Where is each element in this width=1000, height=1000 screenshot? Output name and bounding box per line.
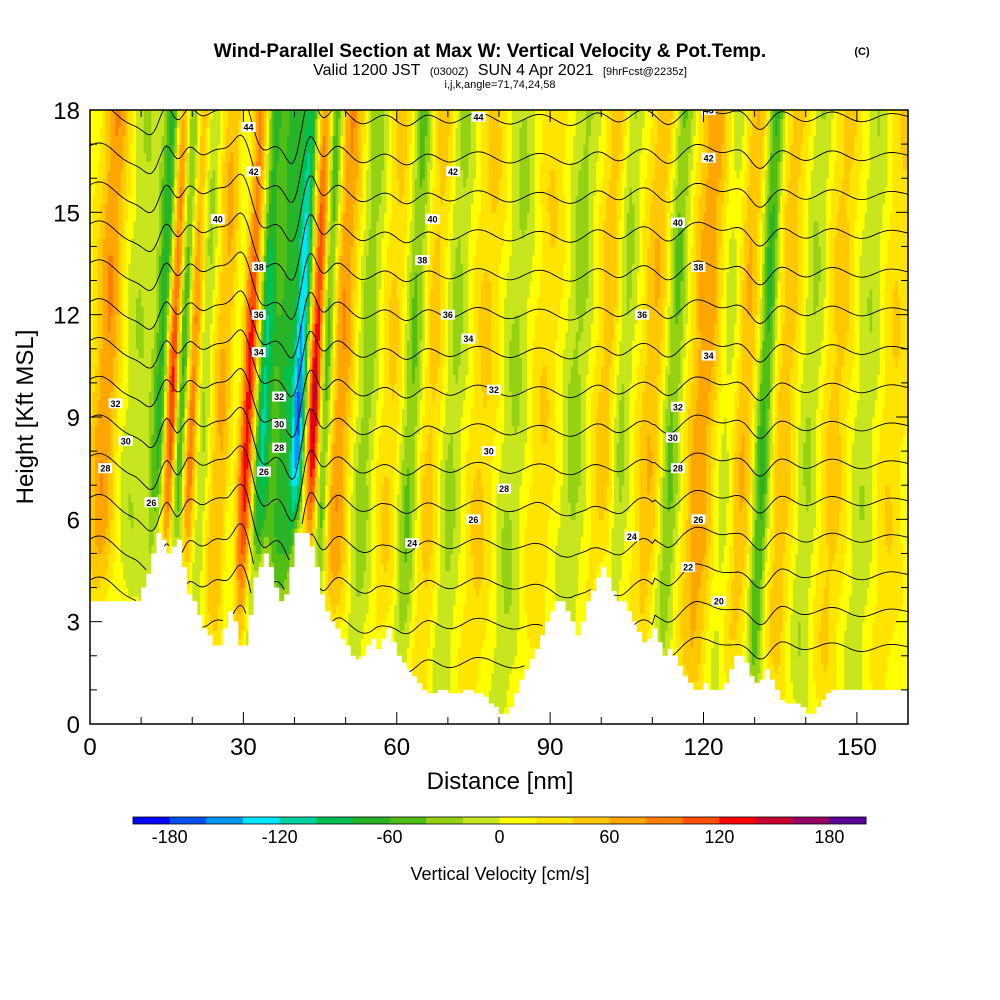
subtitle-forecast: [9hrFcst@2235z] [603,66,687,78]
chart-title: Wind-Parallel Section at Max W: Vertical… [214,41,766,62]
chart-subtitle: Valid 1200 JST (0300Z) SUN 4 Apr 2021 [9… [313,62,687,79]
subtitle-utc: (0300Z) [430,66,469,78]
chart-title-tag: (C) [854,46,870,58]
chart-subtitle-indices: i,j,k,angle=71,74,24,58 [444,79,555,91]
subtitle-date: SUN 4 Apr 2021 [478,62,594,79]
vertical-velocity-field [90,110,909,725]
cross-section-chart: Wind-Parallel Section at Max W: Vertical… [0,0,1000,1000]
subtitle-valid: Valid 1200 JST [313,62,421,79]
